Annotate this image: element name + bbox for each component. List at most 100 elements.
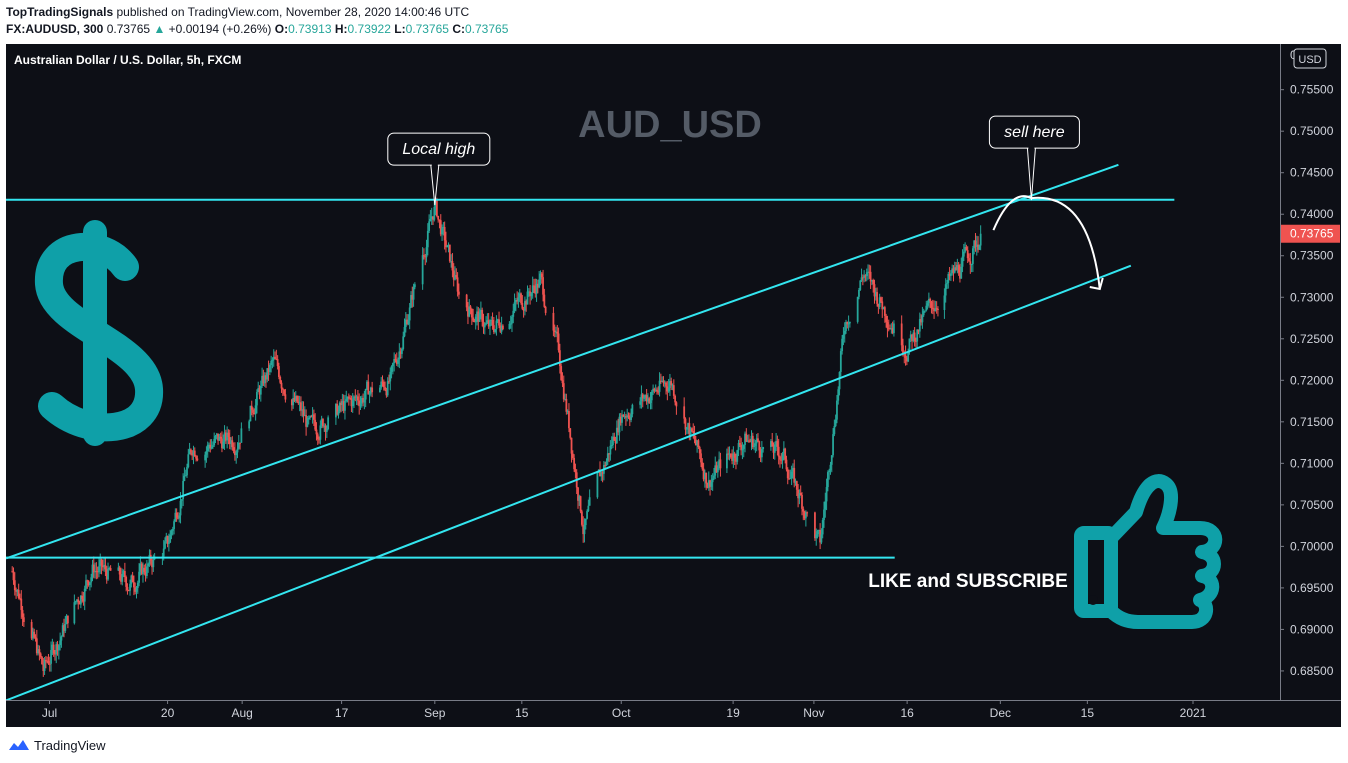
candle-body [973,240,976,249]
candle-body [838,371,841,390]
candle-body [946,282,948,285]
close-value: 0.73765 [464,22,509,36]
candle-body [543,294,546,307]
candle-body [293,397,296,401]
candle-body [496,319,499,321]
quote-line: FX:AUDUSD, 300 0.73765 ▲ +0.00194 (+0.26… [6,22,508,36]
chart-svg[interactable]: Local high sell here 0.68500 0.69000 0.6950… [6,44,1341,727]
candle-body [454,275,456,280]
candle-body [152,559,155,568]
candle-body [101,565,104,568]
candle-body [770,441,772,448]
candle-body [239,442,241,444]
annotation-sell-here[interactable]: sell here [988,115,1080,201]
candle-body [749,440,752,442]
candle-body [276,359,279,367]
candle-body [406,319,409,325]
candle-body [380,381,383,388]
candle-body [536,283,539,288]
candle-body [210,446,213,449]
chart-title: Australian Dollar / U.S. Dollar, 5h, FXC… [14,53,241,67]
candle-body [685,427,688,430]
candle-body [599,469,601,477]
annotations-layer[interactable]: Local high sell here [387,115,1080,206]
candle-body [586,511,588,519]
candle-body [789,478,792,480]
candle-body [55,644,58,655]
time-tick-label: Jul [42,706,57,720]
candle-body [439,220,442,235]
candle-body [925,305,928,311]
candle-body [539,273,542,280]
candle-body [15,590,17,592]
candle-body [955,267,957,270]
candle-body [970,263,973,265]
candle-body [868,271,871,273]
candle-body [349,397,352,399]
candle-body [531,285,534,294]
candle-body [762,447,765,450]
candle-body [498,319,500,326]
candle-body [167,542,170,545]
candle-body [90,577,93,583]
candle-body [683,406,686,419]
price-tick-label: 0.69000 [1290,622,1334,636]
time-tick-label: 17 [335,706,349,720]
candle-body [108,568,111,570]
candle-body [87,580,90,585]
candle-body [729,453,732,458]
time-axis-bg [6,700,1341,727]
candle-body [319,425,322,440]
candle-body [423,255,425,257]
symbol-label: FX:AUDUSD, 300 [6,22,104,36]
candle-body [687,423,689,428]
footer-brand[interactable]: TradingView [34,737,106,753]
candle-body [223,432,226,442]
candle-body [187,454,190,468]
candle-body [473,320,476,323]
candle-body [817,530,820,532]
chart-container[interactable]: Local high sell here 0.68500 0.69000 0.6950… [6,44,1341,727]
price-tick-label: 0.70000 [1290,539,1334,553]
candle-body [240,428,243,443]
thumbs-up-dot [1088,595,1098,605]
candle-body [961,256,964,267]
candle-body [669,381,671,389]
candle-body [248,421,251,429]
candle-body [215,433,218,436]
candle-body [828,470,831,473]
candle-body [644,395,647,398]
candle-body [952,268,955,273]
candle-body [43,659,46,672]
candle-body [920,319,923,323]
candle-body [514,300,517,303]
publish-text: published on TradingView.com, November 2… [116,5,470,19]
price-axis[interactable]: 0.68500 0.69000 0.69500 0.70000 0.70500 0.710… [1280,44,1341,727]
candle-body [705,472,708,484]
candle-body [500,325,503,332]
candle-body [751,435,754,448]
candle-body [46,660,49,662]
trendlines-layer[interactable] [6,163,1175,702]
candle-body [530,293,533,297]
candle-body [298,402,301,404]
candle-body [873,284,876,297]
candle-body [451,261,454,271]
candle-body [609,445,612,455]
candle-body [871,280,873,282]
time-axis[interactable]: Jul 20 Aug 17 Sep 15 Oct 19 Nov 16 Dec 15 2021 [6,700,1341,727]
candle-body [746,440,749,442]
candle-body [340,402,342,405]
candle-body [236,448,239,453]
candle-body [66,615,69,624]
candle-body [735,457,737,462]
candle-body [561,380,564,384]
candle-body [702,468,705,480]
candle-body [280,382,283,389]
decorations-layer [35,195,1223,629]
candle-body [134,587,137,592]
candle-body [268,365,271,372]
candle-body [130,575,133,584]
annotation-local-high[interactable]: Local high [387,132,491,206]
publisher-name[interactable]: TopTradingSignals [6,5,114,19]
